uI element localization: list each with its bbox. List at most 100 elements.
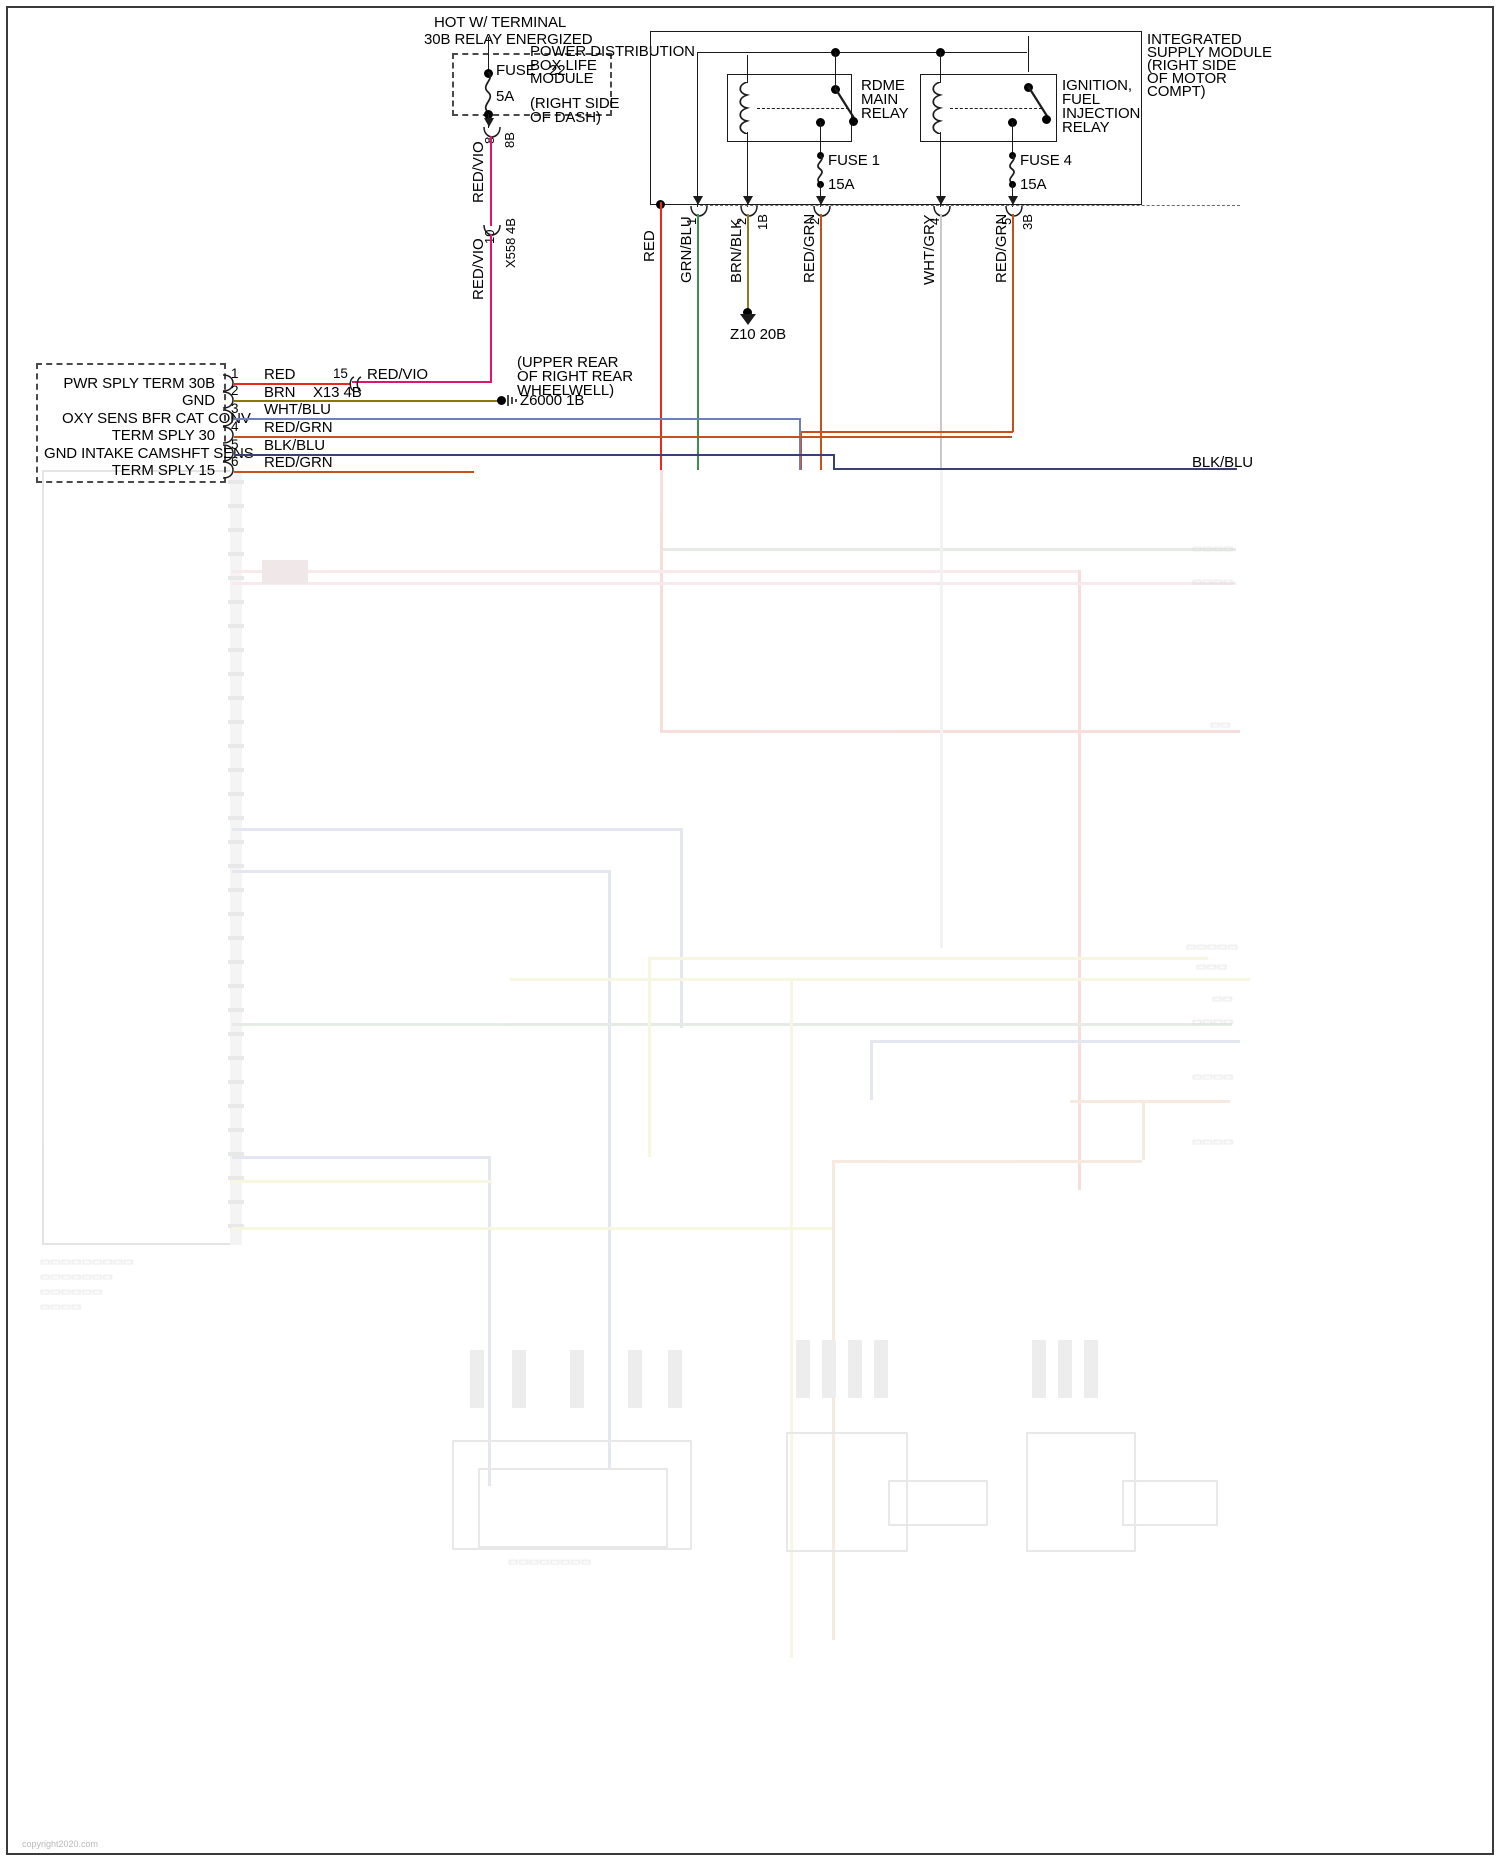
redvio-connector-top-icon: [483, 126, 501, 138]
rdme-relay-coil-icon: [739, 82, 751, 134]
pdb-label-line1: POWER DISTRIBUTION: [530, 43, 695, 60]
wire-redgrn5-ism: [1012, 214, 1014, 432]
right-edge-blkblu-label: BLK/BLU: [1192, 454, 1253, 471]
fuse4-bottom-lead: [1012, 184, 1013, 207]
page-border: [6, 6, 1494, 1855]
wire-brnblk-ism: [747, 214, 749, 312]
terminal-1-label: PWR SPLY TERM 30B: [63, 375, 215, 392]
pdb-fuse-label: FUSE: [496, 62, 536, 79]
ism-label-line2: SUPPLY MODULE: [1147, 44, 1272, 61]
connector-note-line2: OF RIGHT REAR: [517, 368, 633, 385]
ism-second-drop: [747, 55, 748, 74]
fuse4-top-lead: [1012, 122, 1013, 154]
terminal-1-pin-icon: [222, 374, 234, 392]
terminal-1-wire2-name: RED/VIO: [367, 366, 428, 383]
ign-coil-lower-lead: [940, 132, 941, 207]
integrated-supply-module-box: [650, 31, 1142, 205]
wire-grnblu-ism: [697, 214, 699, 470]
hot-note-line1: HOT W/ TERMINAL: [434, 14, 567, 31]
terminal-1-wire-name: RED: [264, 366, 296, 383]
terminal-5-pin-icon: [222, 444, 234, 462]
terminal-2-label: GND: [181, 392, 215, 409]
pdb-label-line4: (RIGHT SIDE: [530, 95, 620, 112]
fuse4-label: FUSE 4: [1020, 152, 1072, 169]
rdme-switch-contact-dot: [849, 117, 858, 126]
fuse1-top-lead: [820, 122, 821, 154]
z6000-ground-icon: [507, 395, 517, 406]
terminal-2-splice-conn: X13 4B: [313, 384, 362, 401]
terminal-1-number: 1: [231, 366, 239, 381]
pdb-fuse-number: 22: [549, 62, 566, 79]
fuse1-bottom-lead: [820, 184, 821, 207]
z6000-ground-label: Z6000 1B: [520, 392, 585, 409]
rdme-main-relay-box: [727, 74, 852, 142]
ignition-fuel-injection-relay-box: [920, 74, 1057, 142]
redgrn2-connector-icon: [813, 205, 831, 217]
terminal-4-pin-icon: [222, 426, 234, 444]
pdb-label-line3: MODULE: [530, 70, 594, 87]
wire-redvio-upper: [490, 136, 492, 226]
ign-relay-label-line2: FUEL: [1062, 91, 1100, 108]
fuse4-arrow-icon: [1008, 196, 1018, 205]
rdme-coil-lower-lead: [747, 132, 748, 207]
wire-label-redgrn5: RED/GRN: [993, 213, 1010, 283]
fuse1-arrow-icon: [816, 196, 826, 205]
ism-label-line3: (RIGHT SIDE: [1147, 57, 1237, 74]
wire-blkblu-terminal5: [234, 454, 834, 456]
terminal-3-pin-icon: [222, 409, 234, 427]
terminal-4-number: 4: [231, 419, 239, 434]
z10-ground-label: Z10 20B: [730, 326, 787, 343]
fuse4-squiggle-icon: [1009, 155, 1015, 183]
ism-bus-left-arrow-icon: [693, 196, 703, 205]
pdb-fuse-squiggle: [484, 72, 492, 112]
redvio-mid-conn: X558 4B: [503, 218, 518, 268]
ign-relay-feed-right: [1028, 36, 1029, 72]
ign-coil-upper-lead: [940, 52, 941, 83]
fuse1-rating: 15A: [828, 176, 855, 193]
terminal-6-wire-name: RED/GRN: [264, 454, 333, 471]
wire-red-terminal1: [234, 383, 351, 385]
z10-ground-dot: [743, 308, 752, 317]
rdme-relay-label-line3: RELAY: [861, 105, 909, 122]
wire-redgrn5-horz: [800, 431, 1013, 433]
connector-note-line3: WHEELWELL): [517, 382, 615, 399]
terminal-2-wire-name: BRN: [264, 384, 296, 401]
wire-whtgry-ism: [940, 214, 942, 470]
terminal-1-splice-icon: [349, 376, 362, 392]
hot-note-line2: 30B RELAY ENERGIZED: [424, 31, 593, 48]
wire-label-redgrn2: RED/GRN: [801, 213, 818, 283]
terminal-3-label: OXY SENS BFR CAT CONV: [62, 410, 251, 427]
connector-note-line1: (UPPER REAR: [517, 354, 619, 371]
fuse1-label: FUSE 1: [828, 152, 880, 169]
terminal-3-number: 3: [231, 401, 239, 416]
rdme-relay-label-line2: MAIN: [861, 91, 899, 108]
terminal-5-number: 5: [231, 437, 239, 452]
terminal-6-number: 6: [231, 454, 239, 469]
z6000-ground-dot: [497, 396, 506, 405]
ecm-connector-dashed-box: [36, 363, 226, 483]
ign-relay-label-line3: INJECTION: [1062, 105, 1141, 122]
wire-redgrn-terminal6: [234, 471, 474, 473]
wire-brn-terminal2: [234, 400, 500, 402]
terminal-6-pin-icon: [222, 461, 234, 479]
brnblk-conn: 1B: [755, 214, 770, 230]
terminal-4-label: TERM SPLY 30: [111, 427, 215, 444]
ign-relay-label-line4: RELAY: [1062, 119, 1110, 136]
ism-label-line4: OF MOTOR: [1147, 70, 1227, 87]
wire-redvio-lower: [490, 234, 492, 381]
pdb-label-line2: BOX LIFE: [530, 57, 597, 74]
wire-redgrn5-drop: [800, 431, 802, 470]
wire-label-red: RED: [641, 230, 658, 262]
ign-relay-label-line1: IGNITION,: [1062, 77, 1132, 94]
redvio-label-upper: RED/VIO: [470, 141, 487, 203]
ism-label-line5: COMPT): [1147, 83, 1206, 100]
ign-coil-arrow-icon: [936, 196, 946, 205]
pdb-fuse-arrow-icon: [484, 118, 494, 127]
z10-ground-icon: [740, 314, 756, 325]
ign-switch-arm-icon: [1027, 85, 1048, 117]
terminal-4-wire-name: RED/GRN: [264, 419, 333, 436]
terminal-2-number: 2: [231, 383, 239, 398]
wire-redvio-to-connector: [352, 381, 492, 383]
redgrn5-conn: 3B: [1020, 214, 1035, 230]
